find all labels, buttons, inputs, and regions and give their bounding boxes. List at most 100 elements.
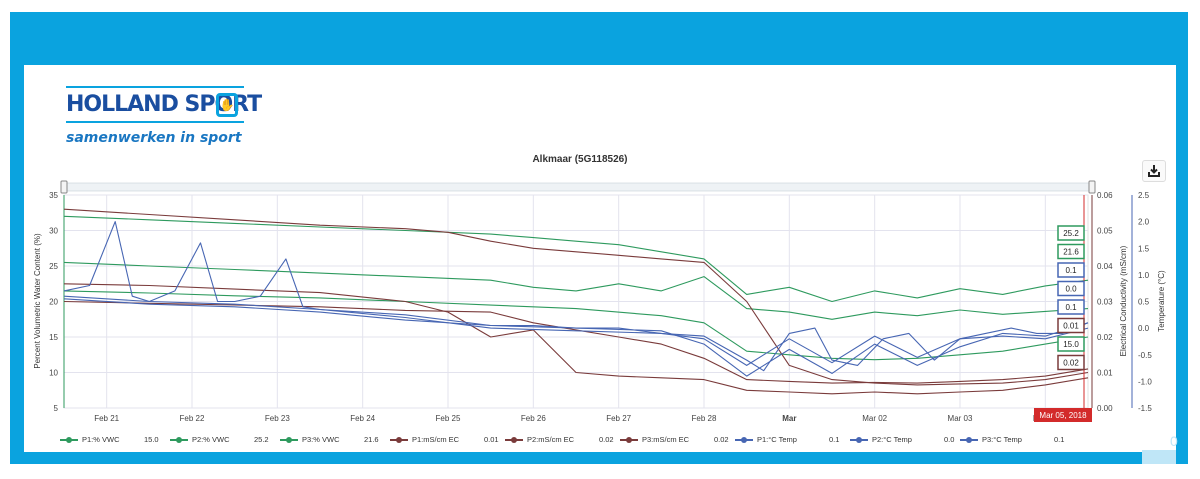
legend-marker-icon (626, 437, 632, 443)
legend-marker-icon (511, 437, 517, 443)
legend-series-name: P1:mS/cm EC (412, 435, 460, 444)
series-line (63, 215, 1089, 303)
value-flag-label: 15.0 (1063, 340, 1079, 349)
legend-marker-icon (286, 437, 292, 443)
value-flag-label: 0.01 (1063, 322, 1079, 331)
y-left-tick-label: 20 (49, 298, 58, 307)
y-ec-axis-title: Electrical Conductivity (mS/cm) (1119, 245, 1128, 356)
x-tick-label: Mar 03 (948, 414, 973, 423)
legend-series-name: P3:% VWC (302, 435, 340, 444)
x-tick-label: Mar 02 (862, 414, 887, 423)
value-flag (1057, 280, 1085, 297)
y-left-tick-label: 15 (49, 333, 58, 342)
logo-rule-top (66, 86, 244, 88)
legend-series-value: 0.1 (829, 435, 840, 444)
legend-series-value: 25.2 (254, 435, 269, 444)
brand-name: HOLLAND SPORT (66, 92, 262, 117)
legend-series-name: P3:mS/cm EC (642, 435, 690, 444)
y-temp-tick-label: -1.0 (1138, 377, 1152, 386)
content-panel (24, 65, 1176, 452)
x-tick-label: Feb 23 (265, 414, 290, 423)
value-flag (1057, 354, 1085, 371)
y-ec-tick-label: 0.04 (1097, 262, 1113, 271)
y-left-tick-label: 10 (49, 369, 58, 378)
y-temp-tick-label: 0.0 (1138, 324, 1150, 333)
y-temp-tick-label: 1.5 (1138, 244, 1150, 253)
series-line (63, 300, 1089, 384)
y-ec-tick-label: 0.03 (1097, 298, 1113, 307)
series-line (63, 298, 1089, 377)
x-tick-label: Feb 25 (436, 414, 461, 423)
x-tick-label: Mar (782, 414, 796, 423)
y-temp-tick-label: -1.5 (1138, 404, 1152, 413)
value-flag (1057, 336, 1085, 352)
y-left-axis-title: Percent Volumetric Water Content (%) (33, 233, 42, 369)
value-flag (1057, 243, 1085, 260)
y-temp-tick-label: 2.0 (1138, 218, 1150, 227)
legend-marker-icon (66, 437, 72, 443)
legend-series-value: 0.01 (484, 435, 499, 444)
y-temp-tick-label: 2.5 (1138, 191, 1150, 200)
legend-series-value: 21.6 (364, 435, 379, 444)
x-tick-label: Feb 27 (606, 414, 631, 423)
brand-tagline: samenwerken in sport (66, 130, 242, 146)
series-line (63, 295, 1089, 366)
legend-series-name: P2:% VWC (192, 435, 230, 444)
y-ec-tick-label: 0.06 (1097, 191, 1113, 200)
download-icon (1148, 165, 1160, 177)
series-line (63, 283, 1089, 395)
value-flag-label: 21.6 (1063, 248, 1079, 257)
series-line (63, 290, 1089, 361)
navigator-handle-left (60, 180, 68, 194)
legend-series-name: P2:mS/cm EC (527, 435, 575, 444)
y-ec-tick-label: 0.01 (1097, 369, 1113, 378)
series-line (63, 261, 1089, 320)
legend-series-value: 0.1 (1054, 435, 1065, 444)
value-flag-label: 25.2 (1063, 229, 1079, 238)
value-flag (1057, 262, 1085, 278)
logo-rule (66, 121, 244, 123)
x-tick-label: Feb 26 (521, 414, 546, 423)
legend-series-name: P1:°C Temp (757, 435, 797, 444)
current-date-label: Mar 05, 2018 (1039, 411, 1087, 420)
legend-marker-icon (966, 437, 972, 443)
y-temp-tick-label: 0.5 (1138, 298, 1150, 307)
holland-sport-logo[interactable]: HOLLAND SPORT ✋ samenwerken in sport (66, 86, 262, 156)
navigator-bar (63, 182, 1093, 192)
y-ec-tick-label: 0.02 (1097, 333, 1113, 342)
value-flag-label: 0.1 (1065, 303, 1077, 312)
legend-series-name: P1:% VWC (82, 435, 120, 444)
value-flag (1057, 317, 1085, 334)
value-flag (1057, 299, 1085, 315)
y-temp-tick-label: 1.0 (1138, 271, 1150, 280)
y-left-tick-label: 35 (49, 191, 58, 200)
legend-marker-icon (176, 437, 182, 443)
current-date-badge (1034, 408, 1092, 422)
series-line (63, 221, 1089, 372)
value-flag-label: 0.1 (1065, 266, 1077, 275)
legend-series-value: 15.0 (144, 435, 159, 444)
legend-marker-icon (396, 437, 402, 443)
x-tick-label: Feb 24 (350, 414, 375, 423)
series-line (63, 208, 1089, 386)
chart-legend: P1:% VWC 15.0 P2:% VWC 25.2 P3:% VWC 21.6 P1:m… (60, 433, 1064, 447)
legend-marker-icon (856, 437, 862, 443)
brand-mark-icon: ✋ (216, 93, 238, 117)
legend-series-name: P3:°C Temp (982, 435, 1022, 444)
edge-decoration-box (1142, 450, 1176, 464)
y-left-tick-label: 5 (54, 404, 59, 413)
legend-marker-icon (741, 437, 747, 443)
legend-series-value: 0.0 (944, 435, 955, 444)
download-button[interactable] (1142, 160, 1166, 182)
legend-series-name: P2:°C Temp (872, 435, 912, 444)
x-tick-label: Feb 21 (94, 414, 119, 423)
x-tick-label: Feb 28 (692, 414, 717, 423)
y-left-tick-label: 25 (49, 262, 58, 271)
legend-series-value: 0.02 (714, 435, 729, 444)
edge-decoration: 0 (1170, 433, 1178, 449)
y-temp-axis-title: Temperature (°C) (1157, 270, 1166, 332)
y-temp-tick-label: -0.5 (1138, 351, 1152, 360)
value-flag-label: 0.02 (1063, 359, 1079, 368)
y-ec-tick-label: 0.05 (1097, 227, 1113, 236)
